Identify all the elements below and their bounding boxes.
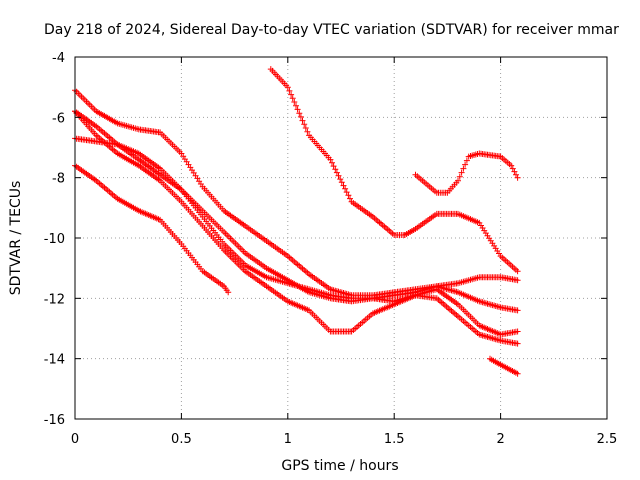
series-track-1 — [72, 87, 521, 299]
x-axis-title: GPS time / hours — [281, 458, 398, 474]
x-tick-label: 2 — [496, 432, 504, 447]
series-track-7 — [401, 210, 521, 275]
plus-markers — [72, 162, 232, 296]
y-tick-label: -6 — [52, 111, 65, 126]
x-tick-label: 2.5 — [597, 432, 618, 447]
plus-markers — [267, 66, 408, 238]
x-tick-label: 0.5 — [171, 432, 192, 447]
series-track-5 — [72, 162, 232, 296]
y-tick-label: -16 — [44, 413, 65, 428]
series-track-6 — [267, 66, 408, 238]
y-axis-title: SDTVAR / TECUs — [8, 181, 24, 296]
y-tick-label: -12 — [44, 292, 65, 307]
data-series — [72, 66, 521, 377]
y-tick-label: -8 — [52, 172, 65, 187]
axis-ticks: 0 0.5 1 1.5 2 2.5 -16 -14 -12 -10 -8 -6 -4 — [44, 51, 618, 447]
plus-markers — [72, 87, 521, 299]
series-track-8 — [412, 150, 521, 196]
x-tick-label: 1.5 — [384, 432, 405, 447]
plus-markers — [412, 150, 521, 196]
chart-title: Day 218 of 2024, Sidereal Day-to-day VTE… — [44, 22, 619, 38]
y-tick-label: -10 — [44, 232, 65, 247]
grid — [75, 57, 607, 419]
y-tick-label: -4 — [52, 51, 65, 66]
x-tick-label: 1 — [284, 432, 292, 447]
plus-markers — [401, 210, 521, 275]
y-tick-label: -14 — [44, 353, 65, 368]
series-track-4 — [72, 108, 521, 347]
series-track-9 — [487, 355, 521, 377]
plus-markers — [72, 108, 521, 347]
plus-markers — [487, 355, 521, 377]
x-tick-label: 0 — [71, 432, 79, 447]
